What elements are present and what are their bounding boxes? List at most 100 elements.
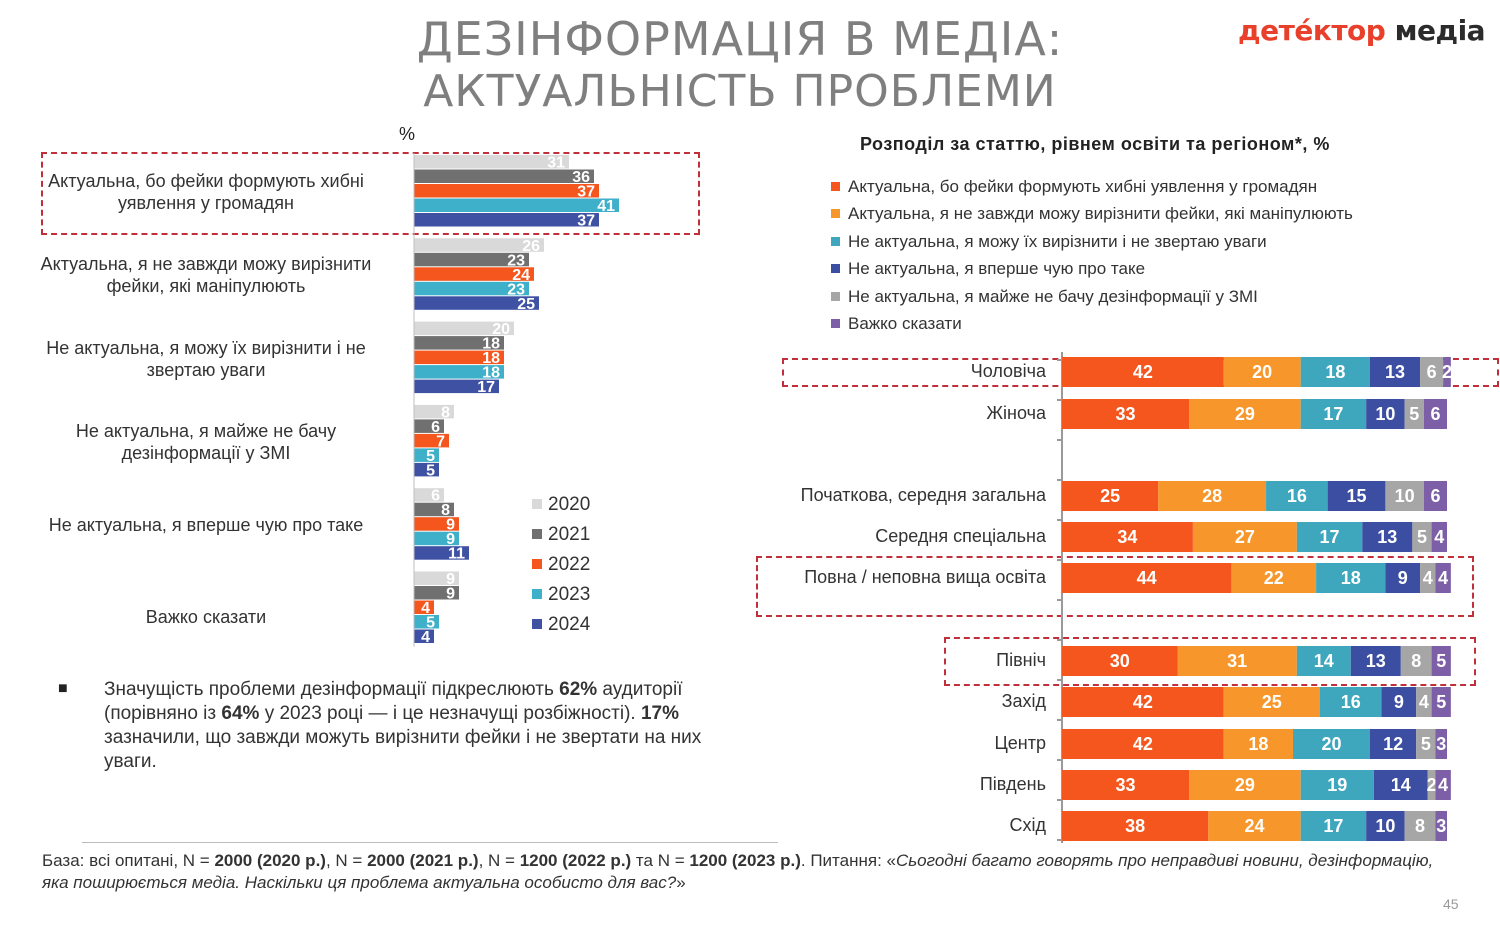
row-label-south: Південь [979,774,1046,794]
right-legend-item: Не актуальна, я майже не бачу дезінформа… [831,287,1258,307]
stacked-bar-value: 3 [1436,816,1446,836]
stacked-bar-segment [1404,811,1436,841]
left-bar-value: 8 [441,502,450,519]
stacked-bar-value: 4 [1438,568,1448,588]
stacked-bar-segment [1192,522,1297,552]
stacked-bar-value: 8 [1411,651,1421,671]
left-bar-value: 17 [477,379,495,396]
stacked-bar-value: 3 [1436,734,1446,754]
stacked-bar-segment [1293,729,1370,759]
row-label-edu-higher: Повна / неповна вища освіта [804,567,1046,587]
left-bar-2020 [414,238,544,252]
page-title-line-1: ДЕЗІНФОРМАЦІЯ В МЕДІА: [416,12,1064,66]
stacked-bar-value: 5 [1436,692,1446,712]
stacked-bar-value: 18 [1325,362,1345,382]
left-bar-value: 25 [517,296,535,313]
stacked-bar-value: 25 [1100,486,1120,506]
stacked-bar-segment [1423,481,1447,511]
row-label-north: Північ [996,650,1046,670]
stacked-bar-segment [1381,687,1417,717]
stacked-bar-segment [1366,811,1405,841]
legend-item-2024: 2024 [532,614,590,636]
left-bar-value: 18 [482,350,500,367]
stacked-bar-value: 34 [1117,527,1137,547]
stacked-bar-segment [1431,646,1451,676]
stacked-bar-segment [1366,399,1405,429]
left-bar-2024 [414,379,499,394]
left-bar-2022 [414,433,449,448]
legend-swatch [532,619,542,629]
left-bar-value: 9 [446,517,455,534]
stacked-bar-segment [1300,770,1374,800]
left-bar-value: 8 [441,404,450,421]
left-bar-value: 37 [577,213,595,230]
left-bar-2023 [414,365,504,379]
stacked-bar-segment [1208,811,1301,841]
stacked-bar-value: 4 [1423,568,1433,588]
stacked-bar-value: 10 [1375,404,1395,424]
stacked-bar-value: 13 [1366,651,1386,671]
stacked-bar-segment [1062,481,1159,511]
left-category-label: Актуальна, бо фейки формують хибні уявле… [48,171,364,213]
stacked-bar-segment [1420,563,1436,593]
legend-swatch [831,264,840,273]
row-label-edu-special: Середня спеціальна [875,526,1046,546]
stacked-bar-segment [1373,770,1428,800]
stacked-bar-value: 18 [1341,568,1361,588]
stacked-bar-value: 5 [1417,527,1427,547]
stacked-bar-segment [1266,481,1328,511]
left-bar-value: 9 [446,586,455,603]
stacked-bar-segment [1062,357,1224,387]
base-footnote: База: всі опитані, N = 2000 (2020 р.), N… [42,851,1434,892]
left-bar-value: 5 [426,448,435,465]
stacked-bar-value: 42 [1133,734,1153,754]
stacked-bar-value: 30 [1110,651,1130,671]
stacked-bar-value: 4 [1438,775,1448,795]
stacked-bar-segment [1231,563,1317,593]
left-bar-value: 26 [522,238,540,255]
stacked-bar-segment [1412,522,1432,552]
stacked-bar-segment [1404,399,1424,429]
bullet-icon: ■ [58,680,68,697]
left-bar-2024 [414,213,599,227]
stacked-bar-segment [1370,357,1421,387]
row-label-east: Схід [1009,815,1046,835]
legend-swatch [831,182,840,191]
stacked-bar-segment [1327,481,1386,511]
left-bar-2023 [414,448,439,462]
row-label-center: Центр [994,733,1046,753]
left-bar-2023 [414,531,459,546]
stacked-bar-value: 38 [1125,816,1145,836]
stacked-bar-value: 10 [1375,816,1395,836]
left-bar-value: 6 [431,419,440,436]
left-bar-2024 [414,462,439,477]
stacked-bar-value: 33 [1116,775,1136,795]
left-bar-value: 9 [446,571,455,588]
left-bar-value: 37 [577,184,595,201]
stacked-bar-segment [1435,563,1451,593]
left-bar-value: 18 [482,336,500,353]
left-bar-2022 [414,184,599,198]
stacked-bar-segment [1223,729,1293,759]
stacked-bar-segment [1223,357,1301,387]
stacked-bar-segment [1423,399,1447,429]
left-bar-2022 [414,350,504,365]
stacked-bar-value: 2 [1427,775,1437,795]
page-title-line-2: АКТУАЛЬНІСТЬ ПРОБЛЕМИ [423,66,1057,117]
left-category-label: Не актуальна, я майже не бачу дезінформа… [75,420,337,463]
detector-media-logo: детéктор медіа [1238,14,1486,47]
left-category-label: Актуальна, я не завжди можу вирізнити фе… [40,254,372,297]
stacked-bar-segment [1370,729,1417,759]
left-bar-value: 4 [421,629,430,646]
legend-swatch [532,529,542,539]
left-category-label: Важко сказати [145,606,267,627]
legend-swatch [532,589,542,599]
right-legend-item: Актуальна, я не завжди можу вирізнити фе… [831,204,1353,224]
highlight-box-north [944,637,1476,686]
legend-item-2020: 2020 [532,494,590,516]
left-bar-2021 [414,586,459,600]
row-label-edu-basic: Початкова, середня загальна [800,485,1046,505]
stacked-bar-segment [1316,563,1386,593]
left-bar-2021 [414,169,594,183]
